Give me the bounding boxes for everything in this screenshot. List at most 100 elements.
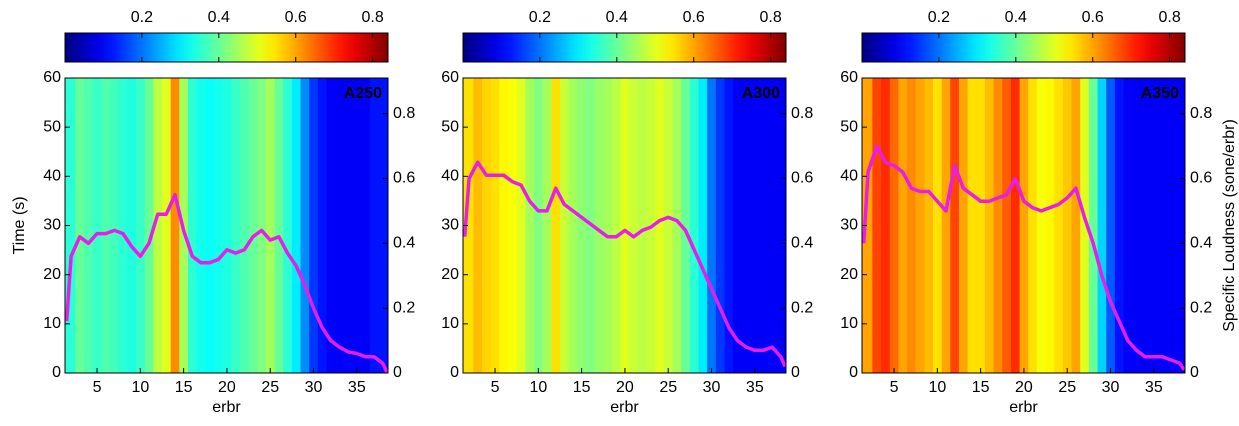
x-axis-label: erbr	[610, 399, 639, 416]
x-tick-label: 5	[491, 379, 500, 396]
heatmap-cell	[898, 78, 908, 373]
y2-tick-label: 0.6	[791, 170, 813, 187]
panel-label: A350	[1141, 85, 1179, 102]
loudness-line	[862, 144, 1185, 371]
heatmap-cell	[958, 78, 969, 373]
colorbar-tick-label: 0.2	[928, 9, 950, 26]
colorbar-tick-label: 0.6	[683, 9, 705, 26]
panel-label: A300	[742, 85, 780, 102]
heatmap-cell	[369, 78, 380, 373]
heatmap-cell	[1080, 78, 1090, 373]
colorbar-tick-label: 0.4	[606, 9, 628, 26]
y-tick-label: 10	[441, 315, 459, 332]
x-tick-label: 35	[1145, 379, 1163, 396]
y-tick-label: 20	[43, 266, 61, 283]
colorbar	[462, 32, 787, 63]
heatmap-cell	[1114, 78, 1125, 373]
heatmap-cell	[776, 78, 786, 373]
y2-tick-label: 0.2	[791, 299, 813, 316]
x-tick-label: 35	[348, 379, 366, 396]
heatmap-cell	[672, 78, 682, 373]
heatmap-cell	[283, 78, 293, 373]
heatmap-cell	[1158, 78, 1168, 373]
heatmap	[862, 78, 1185, 373]
heatmap-cell	[490, 78, 500, 373]
heatmap-cell	[933, 78, 943, 373]
heatmap-cell	[862, 78, 873, 373]
heatmap-cell	[463, 78, 474, 373]
heatmap-cell	[65, 78, 76, 373]
y2-tick-label: 0.2	[393, 299, 415, 316]
heatmap-cell	[603, 78, 613, 373]
heatmap-cell	[915, 78, 925, 373]
heatmap-cell	[274, 78, 284, 373]
heatmap-cell	[1149, 78, 1159, 373]
heatmap-cell	[1132, 78, 1142, 373]
colorbar-tick-label: 0.2	[529, 9, 551, 26]
heatmap-cell	[707, 78, 717, 373]
heatmap-cell	[378, 78, 388, 373]
x-tick-label: 15	[573, 379, 591, 396]
y2-tick-label: 0.8	[1190, 105, 1212, 122]
y-tick-label: 50	[43, 118, 61, 135]
y2-tick-label: 0.4	[791, 235, 813, 252]
colorbar-tick-label: 0.8	[759, 9, 781, 26]
heatmap-cell	[153, 78, 163, 373]
heatmap-cell	[655, 78, 665, 373]
heatmap-cell	[144, 78, 154, 373]
heatmap-cell	[187, 78, 198, 373]
heatmap-cell	[248, 78, 258, 373]
y-tick-label: 60	[441, 69, 459, 86]
y2-axis-label: Specific Loudness (sone/erbr)	[1221, 119, 1238, 332]
heatmap-cell	[291, 78, 302, 373]
heatmap-cell	[300, 78, 310, 373]
y2-tick-label: 0.4	[1190, 235, 1212, 252]
heatmap-cell	[101, 78, 111, 373]
heatmap-cell	[984, 78, 995, 373]
heatmap-cell	[551, 78, 561, 373]
heatmap-cell	[1097, 78, 1107, 373]
heatmap	[463, 78, 786, 373]
heatmap-cell	[110, 78, 120, 373]
heatmap-cell	[1036, 78, 1047, 373]
heatmap-cell	[1175, 78, 1185, 373]
y2-tick-label: 0	[393, 364, 402, 381]
heatmap-cell	[239, 78, 250, 373]
heatmap-cell	[681, 78, 691, 373]
heatmap-cell	[127, 78, 137, 373]
x-tick-label: 10	[928, 379, 946, 396]
y-tick-label: 30	[840, 217, 858, 234]
y-tick-label: 60	[840, 69, 858, 86]
heatmap-cell	[976, 78, 986, 373]
heatmap-cell	[482, 78, 492, 373]
y-tick-label: 0	[52, 364, 61, 381]
y-tick-label: 40	[840, 168, 858, 185]
heatmap-cell	[889, 78, 899, 373]
heatmap-cell	[724, 78, 734, 373]
heatmap-cell	[715, 78, 726, 373]
heatmap-cell	[1002, 78, 1012, 373]
colorbar-tick-label: 0.2	[131, 9, 153, 26]
y2-tick-label: 0.6	[393, 170, 415, 187]
heatmap-cell	[611, 78, 622, 373]
y-tick-label: 0	[849, 364, 858, 381]
colorbar-tick-label: 0.8	[361, 9, 383, 26]
y-tick-label: 0	[450, 364, 459, 381]
colorbar-tick-label: 0.8	[1158, 9, 1180, 26]
heatmap-cell	[907, 78, 917, 373]
heatmap-cell	[1010, 78, 1021, 373]
loudness-line	[463, 160, 786, 368]
colorbar-tick-label: 0.4	[1005, 9, 1027, 26]
y2-tick-label: 0	[791, 364, 800, 381]
heatmap-cell	[594, 78, 604, 373]
heatmap-cell	[1106, 78, 1116, 373]
heatmap-cell	[542, 78, 552, 373]
y2-tick-label: 0.2	[1190, 299, 1212, 316]
heatmap-cell	[759, 78, 769, 373]
heatmap-cell	[750, 78, 760, 373]
heatmap-cell	[767, 78, 778, 373]
heatmap-cell	[1062, 78, 1073, 373]
y-tick-label: 30	[43, 217, 61, 234]
